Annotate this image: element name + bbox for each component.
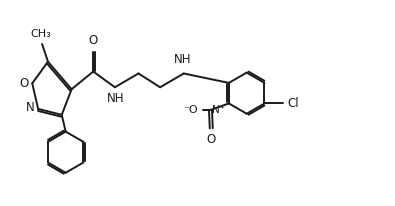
Text: N⁺: N⁺ [213,105,226,115]
Text: O: O [20,77,29,90]
Text: NH: NH [174,53,192,66]
Text: Cl: Cl [288,97,299,110]
Text: N: N [26,101,35,114]
Text: O: O [207,133,216,146]
Text: ⁻O: ⁻O [184,105,198,115]
Text: O: O [88,34,98,47]
Text: NH: NH [107,92,125,105]
Text: CH₃: CH₃ [30,29,51,39]
